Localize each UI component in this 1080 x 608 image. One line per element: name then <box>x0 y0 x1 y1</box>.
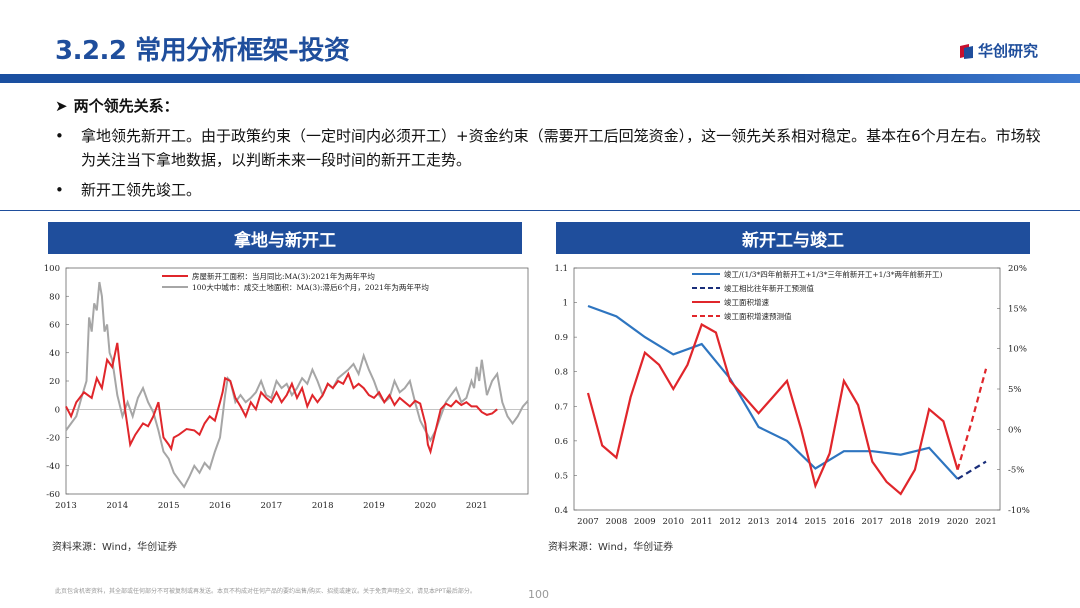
y-tick-label: -20 <box>46 434 60 444</box>
plot-frame <box>573 267 1001 511</box>
y-right-tick-label: 15% <box>1008 304 1027 314</box>
x-tick-label: 2018 <box>890 517 912 527</box>
y-right-tick-label: 20% <box>1008 264 1027 274</box>
y-tick-label: 0 <box>55 405 60 415</box>
x-tick-label: 2014 <box>776 517 798 527</box>
series-line <box>956 368 988 471</box>
x-tick-label: 2021 <box>466 501 488 511</box>
bullet-item-text: 新开工领先竣工。 <box>81 181 202 199</box>
y-tick-label: 20 <box>49 377 60 387</box>
left-chart-source: 资料来源：Wind，华创证券 <box>52 542 178 553</box>
y-left-tick-label: 1.1 <box>554 264 568 274</box>
header-bar <box>0 74 1080 83</box>
legend-label: 房屋新开工面积：当月同比:MA(3):2021年为两年平均 <box>192 271 375 281</box>
y-left-tick-label: 1 <box>563 299 568 309</box>
dot-bullet-icon: • <box>55 127 64 145</box>
y-left-tick-label: 0.6 <box>554 437 568 447</box>
right-chart-title: 新开工与竣工 <box>556 222 1030 254</box>
x-tick-label: 2010 <box>662 517 684 527</box>
footer-disclaimer: 此页包含机密资料，其全部或任何部分不可被复制或再发送。本页不构成对任何产品的要约… <box>55 588 476 595</box>
x-tick-label: 2018 <box>312 501 334 511</box>
y-tick-label: -60 <box>46 490 60 500</box>
bullet-heading: ➤ 两个领先关系： <box>55 94 1045 118</box>
page-number: 100 <box>528 588 549 601</box>
legend-label: 竣工/(1/3*四年前新开工+1/3*三年前新开工+1/3*两年前新开工) <box>724 269 942 279</box>
series-line <box>65 281 529 489</box>
x-tick-label: 2013 <box>55 501 77 511</box>
x-tick-label: 2014 <box>107 501 129 511</box>
x-tick-label: 2012 <box>719 517 741 527</box>
x-tick-label: 2009 <box>634 517 656 527</box>
x-tick-label: 2016 <box>833 517 855 527</box>
x-tick-label: 2021 <box>975 517 997 527</box>
left-chart-title: 拿地与新开工 <box>48 222 522 254</box>
x-tick-label: 2015 <box>158 501 180 511</box>
y-tick-label: 100 <box>44 264 60 274</box>
y-right-tick-label: -10% <box>1008 506 1030 516</box>
plot-frame <box>65 267 529 495</box>
x-tick-label: 2020 <box>415 501 437 511</box>
logo-icon <box>960 43 973 59</box>
y-tick-label: 80 <box>49 292 60 302</box>
right-chart-source: 资料来源：Wind，华创证券 <box>548 542 674 553</box>
dot-bullet-icon: • <box>55 181 64 199</box>
series-line <box>587 304 959 480</box>
x-tick-label: 2017 <box>861 517 883 527</box>
bullet-item-text: 拿地领先新开工。由于政策约束（一定时间内必须开工）+资金约束（需要开工后回笼资金… <box>81 127 1041 169</box>
brand-logo: 华创研究 <box>958 40 1038 61</box>
y-right-tick-label: 10% <box>1008 345 1027 355</box>
x-tick-label: 2013 <box>748 517 770 527</box>
y-left-tick-label: 0.5 <box>554 471 568 481</box>
bullet-item: • 拿地领先新开工。由于政策约束（一定时间内必须开工）+资金约束（需要开工后回笼… <box>55 124 1045 172</box>
x-tick-label: 2007 <box>577 517 599 527</box>
legend-label: 竣工面积增速预测值 <box>724 311 792 321</box>
logo-text: 华创研究 <box>978 42 1039 60</box>
x-tick-label: 2019 <box>918 517 940 527</box>
y-tick-label: 60 <box>49 321 60 331</box>
y-right-tick-label: 5% <box>1008 385 1022 395</box>
x-tick-label: 2016 <box>209 501 231 511</box>
series-line <box>957 460 987 480</box>
legend-label: 100大中城市：成交土地面积：MA(3):滞后6个月，2021年为两年平均 <box>192 282 429 292</box>
legend-label: 竣工相比往年新开工预测值 <box>724 283 814 293</box>
y-tick-label: 40 <box>49 349 60 359</box>
x-tick-label: 2019 <box>363 501 385 511</box>
legend-label: 竣工面积增速 <box>724 297 769 307</box>
x-tick-label: 2015 <box>805 517 827 527</box>
bullet-section: ➤ 两个领先关系： • 拿地领先新开工。由于政策约束（一定时间内必须开工）+资金… <box>55 94 1045 202</box>
bullet-heading-text: 两个领先关系： <box>73 97 179 115</box>
x-tick-label: 2017 <box>261 501 283 511</box>
y-right-tick-label: -5% <box>1008 466 1024 476</box>
right-chart: 1.1 1 0.9 0.8 0.7 0.6 0.5 0.4 20% 15% 10% 5% 0% -5% -1… <box>554 264 1030 527</box>
page-title: 3.2.2 常用分析框架-投资 <box>55 36 350 66</box>
arrow-bullet-icon: ➤ <box>55 97 68 115</box>
y-right-tick-label: 0% <box>1008 425 1022 435</box>
series-line <box>65 342 498 456</box>
y-left-tick-label: 0.8 <box>554 368 568 378</box>
bullet-item: • 新开工领先竣工。 <box>55 178 1045 202</box>
x-tick-label: 2020 <box>947 517 969 527</box>
y-left-tick-label: 0.9 <box>554 333 568 343</box>
y-left-tick-label: 0.7 <box>554 402 568 412</box>
section-divider <box>0 210 1080 211</box>
x-tick-label: 2008 <box>606 517 628 527</box>
x-tick-label: 2011 <box>691 517 713 527</box>
y-left-tick-label: 0.4 <box>554 506 568 516</box>
y-tick-label: -40 <box>46 462 60 472</box>
series-line <box>586 322 959 496</box>
